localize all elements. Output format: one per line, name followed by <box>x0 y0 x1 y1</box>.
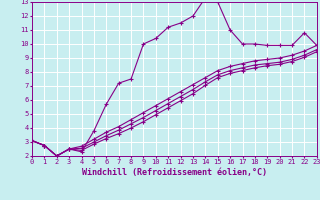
X-axis label: Windchill (Refroidissement éolien,°C): Windchill (Refroidissement éolien,°C) <box>82 168 267 177</box>
